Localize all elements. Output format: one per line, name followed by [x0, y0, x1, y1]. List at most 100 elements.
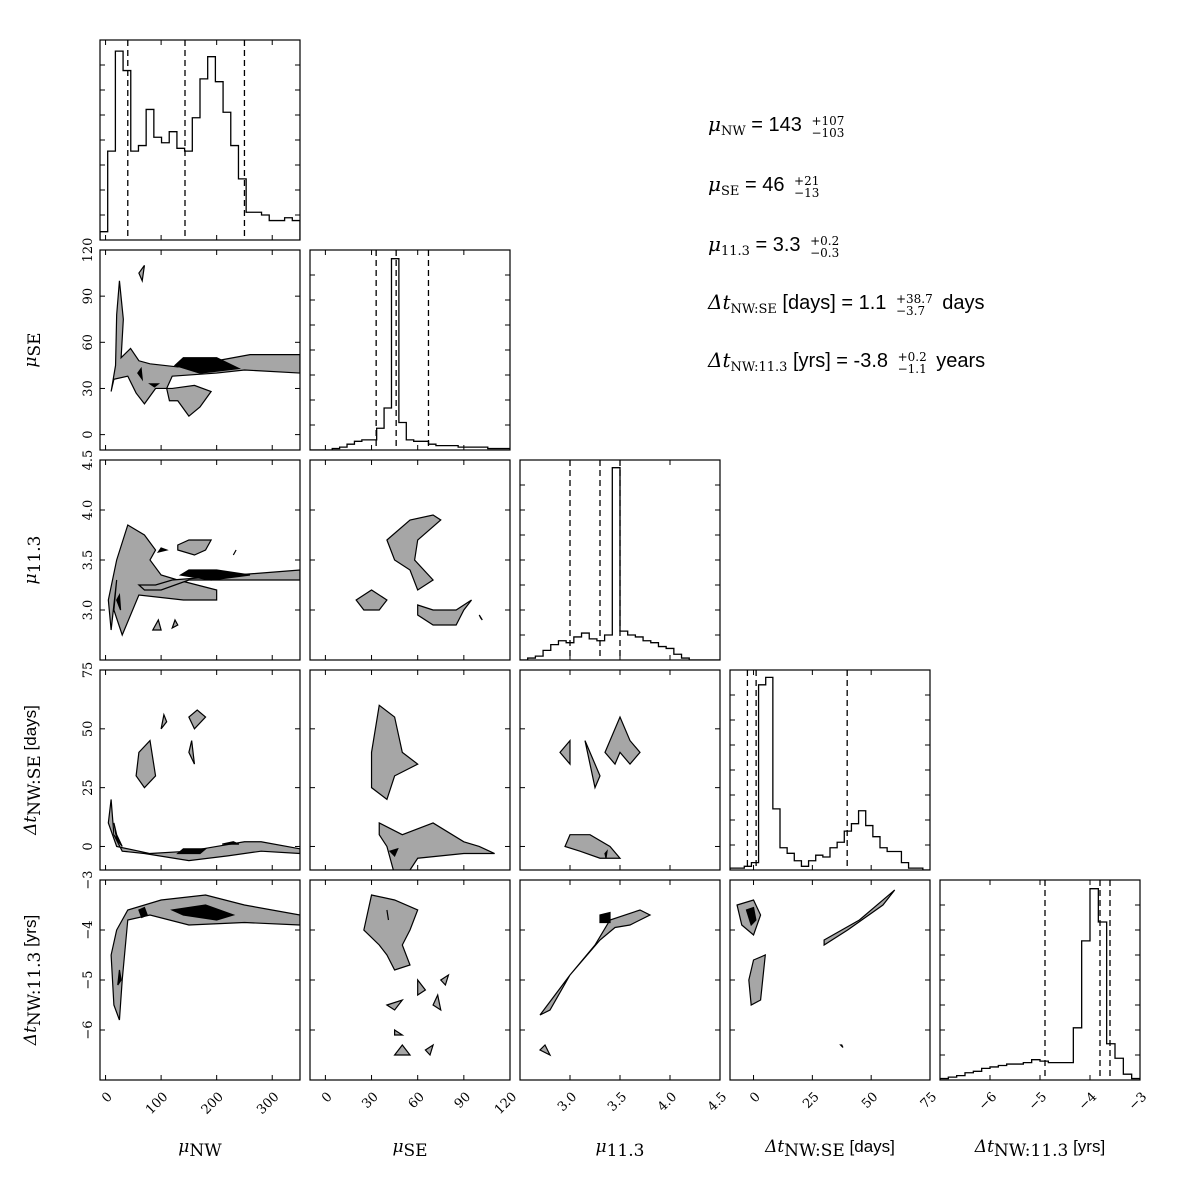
- ytick-label-2-0: 3.0: [81, 600, 96, 621]
- ytick-label-1-3: 90: [81, 288, 96, 305]
- contour-68-4-1-7: [394, 1028, 405, 1036]
- yaxis-label-4: ΔtNW:11.3 [yrs]: [21, 915, 45, 1046]
- contour-68-2-1-2: [417, 599, 473, 626]
- contour-core-4-0-2: [117, 969, 122, 986]
- xtick-label-4-3: −3: [1126, 1090, 1150, 1114]
- panel-r4-c0: 0 100 200 300 −6 −5 −4 −3: [81, 870, 301, 1118]
- contour-68-3-0-0: [107, 799, 300, 862]
- contour-68-3-1-1: [378, 821, 495, 870]
- contour-68-4-3-3: [839, 1044, 844, 1048]
- xtick-label-1-1: 30: [359, 1090, 381, 1112]
- ytick-label-3-3: 75: [81, 662, 96, 679]
- panel-r4-c2: 3.0 3.5 4.0 4.5: [519, 879, 730, 1115]
- contour-68-2-1-0: [386, 514, 442, 591]
- summary-value: = 143: [745, 114, 808, 136]
- panel-frame: [309, 879, 511, 1081]
- histogram-3: [730, 676, 930, 870]
- contour-68-4-1-6: [424, 1043, 435, 1057]
- contour-core-3-0-0: [113, 822, 123, 847]
- summary-minus: −103: [811, 126, 845, 140]
- contour-core-1-0-2: [148, 383, 161, 388]
- contour-68-2-0-1: [137, 569, 300, 591]
- summary-symbol: μ: [708, 232, 721, 256]
- panel-frame: [519, 669, 721, 871]
- xtick-label-1-2: 60: [406, 1090, 428, 1112]
- contour-68-4-3-2: [823, 889, 896, 947]
- contour-68-3-0-2: [188, 709, 207, 730]
- summary-plus: +21: [794, 174, 820, 188]
- summary-unit: years: [930, 350, 986, 372]
- contour-68-4-1-1: [439, 973, 450, 987]
- xtick-label-1-3: 90: [452, 1090, 474, 1112]
- summary-errors: +21 −13: [794, 175, 819, 199]
- xaxis-label-2: μ11.3: [596, 1137, 645, 1161]
- summary-line-1: μSE = 46 +21 −13: [708, 172, 823, 199]
- ytick-label-1-2: 60: [81, 334, 96, 351]
- summary-plus: +107: [811, 114, 845, 128]
- panel-r3-c3: [729, 669, 931, 871]
- contour-core-2-0-0: [178, 569, 251, 581]
- ytick-label-4-0: −6: [81, 1020, 96, 1039]
- ytick-label-4-3: −3: [81, 870, 96, 889]
- panel-r3-c1: [309, 669, 511, 871]
- contour-core-4-0-0: [170, 904, 236, 921]
- xtick-label-4-2: −4: [1076, 1090, 1100, 1114]
- panel-frame: [519, 879, 721, 1081]
- contour-68-4-1-5: [393, 1044, 412, 1056]
- summary-subscript: NW:11.3: [730, 360, 788, 375]
- panel-frame: [99, 879, 301, 1081]
- panel-frame: [99, 249, 301, 451]
- xtick-label-2-2: 4.0: [655, 1090, 680, 1115]
- summary-line-0: μNW = 143 +107 −103: [708, 112, 848, 139]
- summary-symbol: μ: [708, 112, 721, 136]
- panel-frame: [309, 459, 511, 661]
- yaxis-label-2: μ11.3: [21, 536, 45, 585]
- contour-68-1-0-0: [110, 280, 300, 418]
- contour-68-3-0-1: [135, 739, 157, 789]
- contour-68-2-0-2: [177, 539, 213, 556]
- contour-68-4-1-0: [363, 894, 419, 971]
- summary-minus: −0.3: [810, 246, 840, 260]
- contour-core-4-1-0: [386, 909, 390, 921]
- summary-errors: +0.2 −1.1: [898, 351, 927, 375]
- panel-r2-c1: [309, 459, 511, 661]
- xaxis-label-0: μNW: [178, 1137, 222, 1161]
- panel-r4-c1: 0 30 60 90 120: [309, 879, 520, 1118]
- contour-68-2-0-3: [151, 618, 162, 631]
- contour-core-2-0-2: [156, 547, 169, 553]
- contour-68-4-1-2: [417, 978, 427, 997]
- contour-68-2-0-5: [232, 549, 237, 556]
- xtick-label-0-2: 200: [199, 1090, 227, 1118]
- contour-68-2-1-3: [478, 614, 483, 621]
- contour-core-4-2-0: [599, 911, 611, 924]
- contour-core-3-0-1: [176, 848, 208, 855]
- summary-minus: −13: [794, 186, 820, 200]
- xtick-label-2-1: 3.5: [605, 1090, 630, 1115]
- contour-core-3-0-2: [222, 841, 240, 845]
- contour-68-3-0-3: [188, 740, 196, 765]
- xtick-label-0-0: 0: [99, 1090, 115, 1106]
- panel-r4-c3: 0 25 50 75: [729, 879, 940, 1112]
- summary-line-3: ΔtNW:SE [days] = 1.1 +38.7 −3.7 days: [708, 290, 985, 317]
- xtick-label-1-4: 120: [492, 1090, 520, 1118]
- panel-frame: [939, 879, 1141, 1081]
- ytick-label-2-3: 4.5: [81, 450, 96, 471]
- panel-frame: [729, 669, 931, 871]
- summary-plus: +38.7: [895, 292, 933, 306]
- ytick-label-1-4: 120: [81, 238, 96, 263]
- contour-core-2-0-1: [116, 592, 122, 611]
- contour-68-4-0-0: [110, 894, 300, 1021]
- panel-frame: [99, 459, 301, 661]
- xtick-label-3-3: 75: [918, 1090, 940, 1112]
- ytick-label-3-2: 50: [81, 721, 96, 738]
- summary-plus: +0.2: [897, 350, 927, 364]
- summary-symbol: Δt: [708, 290, 731, 314]
- contour-68-4-1-4: [385, 998, 404, 1011]
- panel-r3-c0: 0 25 50 75: [81, 662, 301, 871]
- ytick-label-4-1: −5: [81, 970, 96, 989]
- summary-minus: −3.7: [895, 304, 926, 318]
- summary-errors: +107 −103: [811, 115, 844, 139]
- contour-68-3-2-1: [604, 715, 641, 766]
- summary-line-2: μ11.3 = 3.3 +0.2 −0.3: [708, 232, 843, 259]
- panel-r0-c0: [99, 39, 301, 241]
